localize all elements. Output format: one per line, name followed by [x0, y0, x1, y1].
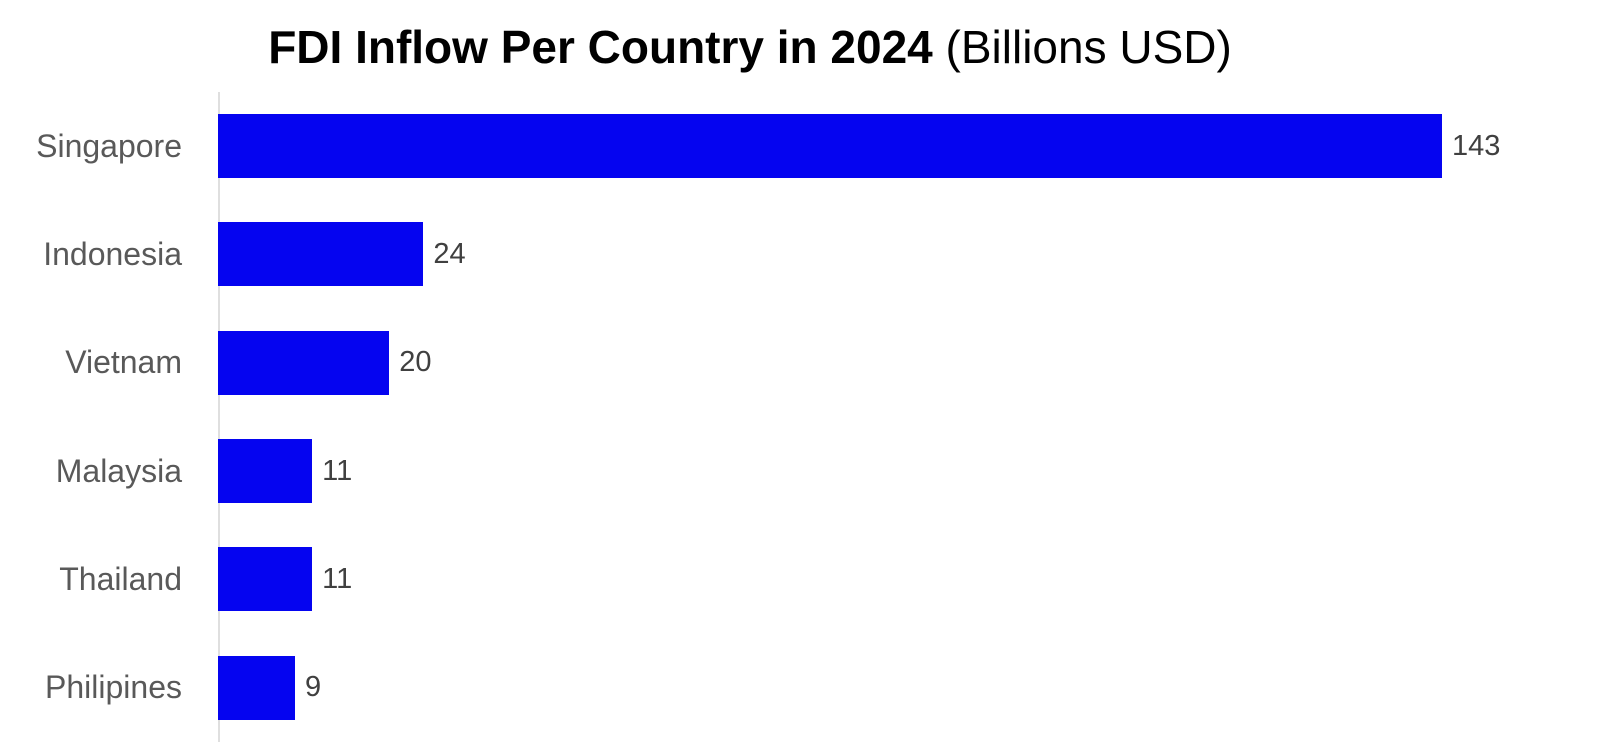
- value-label: 11: [322, 454, 353, 487]
- value-label: 20: [399, 346, 432, 379]
- chart-title: FDI Inflow Per Country in 2024 (Billions…: [0, 22, 1500, 73]
- category-label: Malaysia: [55, 452, 182, 489]
- category-label: Vietnam: [65, 344, 182, 381]
- bar-group: 9: [218, 634, 321, 742]
- bar-group: 143: [218, 92, 1500, 200]
- bar-group: 24: [218, 200, 466, 308]
- bar-row: Philipines 9: [0, 634, 1600, 742]
- bar: [218, 330, 390, 395]
- y-axis-line: [218, 92, 220, 742]
- category-label: Indonesia: [43, 235, 182, 272]
- bar-group: 11: [218, 525, 352, 633]
- value-label: 143: [1452, 129, 1501, 162]
- bar: [218, 439, 313, 504]
- bar-row: Thailand 11: [0, 525, 1600, 633]
- bar-group: 11: [218, 417, 352, 525]
- value-label: 9: [305, 671, 322, 704]
- plot-area: Singapore 143 Indonesia 24 Vietnam 20 Ma…: [0, 92, 1600, 742]
- category-label: Singapore: [36, 127, 182, 164]
- bar-row: Indonesia 24: [0, 200, 1600, 308]
- chart-title-main: FDI Inflow Per Country in 2024: [268, 21, 933, 73]
- bar-group: 20: [218, 309, 431, 417]
- category-label: Thailand: [59, 560, 182, 597]
- bar-row: Malaysia 11: [0, 417, 1600, 525]
- bar: [218, 222, 424, 287]
- chart-title-units: (Billions USD): [932, 21, 1232, 73]
- bar: [218, 655, 296, 720]
- bar-row: Singapore 143: [0, 92, 1600, 200]
- bar: [218, 547, 313, 612]
- bar-rows: Singapore 143 Indonesia 24 Vietnam 20 Ma…: [0, 92, 1600, 742]
- category-label: Philipines: [45, 669, 182, 706]
- bar: [218, 114, 1442, 179]
- value-label: 24: [433, 237, 466, 270]
- value-label: 11: [322, 562, 353, 595]
- bar-row: Vietnam 20: [0, 309, 1600, 417]
